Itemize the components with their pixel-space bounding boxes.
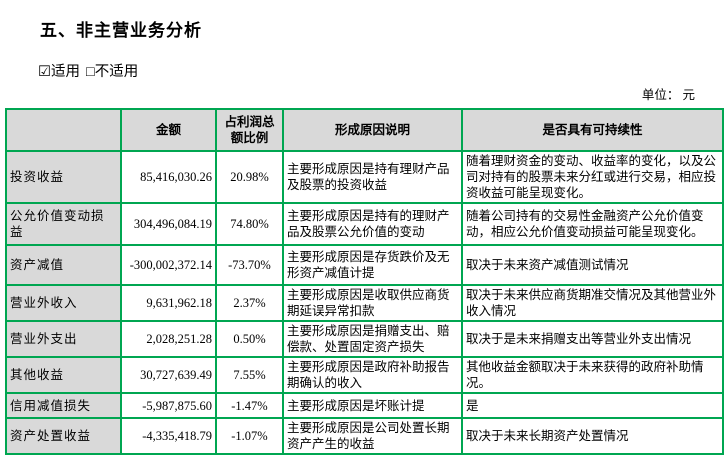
reason-cell: 主要形成原因是捐赠支出、赔偿款、处置固定资产损失 bbox=[282, 320, 463, 358]
section-title: 五、非主营业务分析 bbox=[40, 21, 202, 40]
col-header-ratio: 占利润总额比例 bbox=[215, 108, 284, 152]
col-header-reason: 形成原因说明 bbox=[282, 108, 463, 152]
ratio-cell: -1.47% bbox=[215, 392, 284, 419]
row-item-label: 信用减值损失 bbox=[5, 392, 122, 419]
unit-label: 单位： 元 bbox=[641, 88, 695, 102]
col-header-item bbox=[5, 108, 122, 152]
sustainability-cell: 取决于未来供应商货期准交情况及其他营业外收入情况 bbox=[461, 284, 724, 322]
amount-cell: -4,335,418.79 bbox=[120, 417, 217, 455]
sustainability-cell: 取决于未来资产减值测试情况 bbox=[461, 244, 724, 286]
col-header-amount: 金额 bbox=[120, 108, 217, 152]
sustainability-cell: 随着理财资金的变动、收益率的变化，以及公司对持有的股票未来分红或进行交易，相应投… bbox=[461, 150, 724, 204]
table-row: 资产处置收益 -4,335,418.79 -1.07% 主要形成原因是公司处置长… bbox=[5, 417, 724, 455]
table-row: 营业外支出 2,028,251.28 0.50% 主要形成原因是捐赠支出、赔偿款… bbox=[5, 320, 724, 358]
reason-cell: 主要形成原因是政府补助报告期确认的收入 bbox=[282, 356, 463, 394]
amount-cell: 9,631,962.18 bbox=[120, 284, 217, 322]
table-row: 其他收益 30,727,639.49 7.55% 主要形成原因是政府补助报告期确… bbox=[5, 356, 724, 394]
reason-cell: 主要形成原因是持有理财产品及股票的投资收益 bbox=[282, 150, 463, 204]
table-row: 信用减值损失 -5,987,875.60 -1.47% 主要形成原因是坏账计提 … bbox=[5, 392, 724, 419]
amount-cell: -300,002,372.14 bbox=[120, 244, 217, 286]
ratio-cell: -73.70% bbox=[215, 244, 284, 286]
ratio-cell: 0.50% bbox=[215, 320, 284, 358]
row-item-label: 营业外支出 bbox=[5, 320, 122, 358]
reason-cell: 主要形成原因是持有的理财产品及股票公允价值的变动 bbox=[282, 202, 463, 246]
row-item-label: 其他收益 bbox=[5, 356, 122, 394]
reason-cell: 主要形成原因是公司处置长期资产产生的收益 bbox=[282, 417, 463, 455]
applicability-line: ☑适用 □不适用 bbox=[38, 60, 138, 81]
amount-cell: 304,496,084.19 bbox=[120, 202, 217, 246]
non-main-business-table: 金额 占利润总额比例 形成原因说明 是否具有可持续性 投资收益 85,416,0… bbox=[5, 108, 724, 455]
sustainability-cell: 其他收益金额取决于未来获得的政府补助情况。 bbox=[461, 356, 724, 394]
table-row: 投资收益 85,416,030.26 20.98% 主要形成原因是持有理财产品及… bbox=[5, 150, 724, 204]
applicable-checkbox-checked: ☑适用 bbox=[38, 64, 80, 80]
row-item-label: 营业外收入 bbox=[5, 284, 122, 322]
row-item-label: 投资收益 bbox=[5, 150, 122, 204]
col-header-sustainability: 是否具有可持续性 bbox=[461, 108, 724, 152]
row-item-label: 公允价值变动损益 bbox=[5, 202, 122, 246]
amount-cell: 2,028,251.28 bbox=[120, 320, 217, 358]
ratio-cell: 20.98% bbox=[215, 150, 284, 204]
row-item-label: 资产减值 bbox=[5, 244, 122, 286]
table-row: 资产减值 -300,002,372.14 -73.70% 主要形成原因是存货跌价… bbox=[5, 244, 724, 286]
amount-cell: 30,727,639.49 bbox=[120, 356, 217, 394]
not-applicable-checkbox-unchecked: □不适用 bbox=[86, 64, 139, 80]
row-item-label: 资产处置收益 bbox=[5, 417, 122, 455]
sustainability-cell: 是 bbox=[461, 392, 724, 419]
reason-cell: 主要形成原因是坏账计提 bbox=[282, 392, 463, 419]
sustainability-cell: 取决于是未来捐赠支出等营业外支出情况 bbox=[461, 320, 724, 358]
ratio-cell: 74.80% bbox=[215, 202, 284, 246]
ratio-cell: -1.07% bbox=[215, 417, 284, 455]
table-row: 营业外收入 9,631,962.18 2.37% 主要形成原因是收取供应商货期延… bbox=[5, 284, 724, 322]
ratio-cell: 2.37% bbox=[215, 284, 284, 322]
reason-cell: 主要形成原因是收取供应商货期延误异常扣款 bbox=[282, 284, 463, 322]
table-row: 公允价值变动损益 304,496,084.19 74.80% 主要形成原因是持有… bbox=[5, 202, 724, 246]
ratio-cell: 7.55% bbox=[215, 356, 284, 394]
reason-cell: 主要形成原因是存货跌价及无形资产减值计提 bbox=[282, 244, 463, 286]
sustainability-cell: 取决于未来长期资产处置情况 bbox=[461, 417, 724, 455]
table-header-row: 金额 占利润总额比例 形成原因说明 是否具有可持续性 bbox=[5, 108, 724, 152]
sustainability-cell: 随着公司持有的交易性金融资产公允价值变动，相应公允价值变动损益可能呈现变化。 bbox=[461, 202, 724, 246]
amount-cell: -5,987,875.60 bbox=[120, 392, 217, 419]
amount-cell: 85,416,030.26 bbox=[120, 150, 217, 204]
